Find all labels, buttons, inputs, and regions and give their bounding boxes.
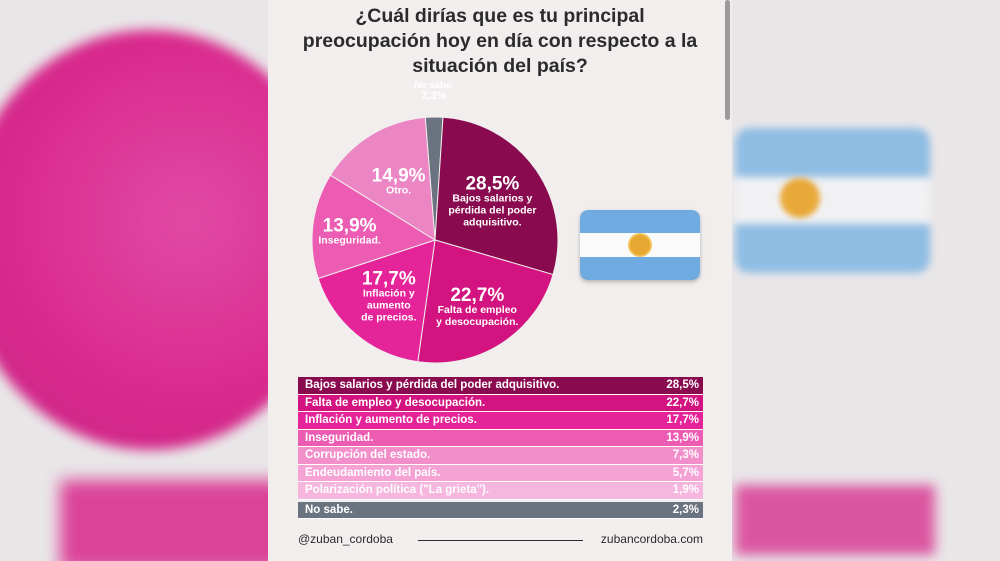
- chart-title: ¿Cuál dirías que es tu principal preocup…: [278, 4, 722, 79]
- table-row: Inflación y aumento de precios. 17,7%: [298, 412, 703, 430]
- pie-category-label: Bajos salarios y: [452, 192, 532, 204]
- pie-slice-3: [317, 239, 436, 363]
- pie-value-label: 2,3%: [421, 90, 446, 102]
- pie-category-label: y desocupación.: [436, 316, 518, 328]
- row-label: Endeudamiento del país.: [305, 466, 441, 479]
- pie-label-0: No sabe.2,3%: [414, 80, 454, 102]
- row-value: 7,3%: [672, 449, 699, 462]
- table-row: No sabe. 2,3%: [298, 501, 703, 519]
- pie-category-label: Inflación y: [363, 288, 415, 300]
- background-blur-sun: [780, 178, 820, 218]
- pie-category-label: de precios.: [361, 312, 417, 324]
- pie-value-label: 13,9%: [323, 215, 377, 236]
- pie-slice-4: [311, 174, 437, 280]
- pie-label-4: 13,9%Inseguridad.: [318, 215, 381, 246]
- row-value: 17,7%: [666, 414, 699, 427]
- pie-slice-5: [329, 116, 436, 241]
- pie-category-label: aumento: [367, 300, 411, 312]
- row-value: 5,7%: [672, 466, 699, 479]
- footer-divider: [418, 540, 583, 541]
- row-value: 13,9%: [666, 431, 699, 444]
- table-row: Bajos salarios y pérdida del poder adqui…: [298, 377, 703, 395]
- title-line-3: situación del país?: [412, 55, 588, 77]
- table-row: Falta de empleo y desocupación. 22,7%: [298, 394, 703, 412]
- argentina-flag-icon: [580, 210, 700, 280]
- pie-category-label: adquisitivo.: [463, 216, 521, 228]
- row-label: Polarización política ("La grieta").: [305, 484, 490, 497]
- website-link[interactable]: zubancordoba.com: [600, 532, 703, 546]
- row-label: Corrupción del estado.: [305, 449, 431, 462]
- sun-icon: [630, 235, 650, 255]
- pie-category-label: Falta de empleo: [438, 304, 517, 316]
- table-row: Endeudamiento del país. 5,7%: [298, 464, 703, 482]
- pie-category-label: Inseguridad.: [318, 234, 381, 246]
- results-table: Bajos salarios y pérdida del poder adqui…: [298, 377, 703, 519]
- row-label: No sabe.: [305, 503, 353, 516]
- table-row: Corrupción del estado. 7,3%: [298, 447, 703, 465]
- title-line-1: ¿Cuál dirías que es tu principal: [355, 5, 645, 27]
- row-label: Inflación y aumento de precios.: [305, 414, 477, 427]
- pie-category-label: Otro.: [386, 185, 411, 197]
- row-value: 1,9%: [672, 484, 699, 497]
- table-row: Polarización política ("La grieta"). 1,9%: [298, 482, 703, 500]
- row-label: Inseguridad.: [305, 431, 374, 444]
- row-label: Falta de empleo y desocupación.: [305, 396, 486, 409]
- row-value: 28,5%: [666, 379, 699, 392]
- row-value: 22,7%: [666, 396, 699, 409]
- pie-slice-2: [417, 239, 554, 364]
- pie-value-label: 17,7%: [362, 269, 416, 290]
- pie-slice-1: [434, 116, 559, 276]
- footer: @zuban_cordoba zubancordoba.com: [298, 532, 703, 548]
- pie-category-label: No sabe.: [414, 80, 454, 91]
- background-blur-flag: [735, 128, 930, 273]
- background-blur-bar: [60, 480, 290, 561]
- pie-label-5: 14,9%Otro.: [372, 166, 426, 197]
- pie-category-label: pérdida del poder: [448, 204, 536, 216]
- pie-value-label: 14,9%: [372, 166, 426, 187]
- pie-value-label: 22,7%: [450, 285, 504, 306]
- row-value: 2,3%: [672, 503, 699, 516]
- pie-value-label: 28,5%: [465, 173, 519, 194]
- title-line-2: preocupación hoy en día con respecto a l…: [302, 30, 698, 52]
- row-label: Bajos salarios y pérdida del poder adqui…: [305, 379, 560, 392]
- background-blur-bar-right: [735, 485, 935, 555]
- scrollbar[interactable]: [725, 0, 730, 120]
- social-handle[interactable]: @zuban_cordoba: [298, 532, 393, 546]
- table-row: Inseguridad. 13,9%: [298, 429, 703, 447]
